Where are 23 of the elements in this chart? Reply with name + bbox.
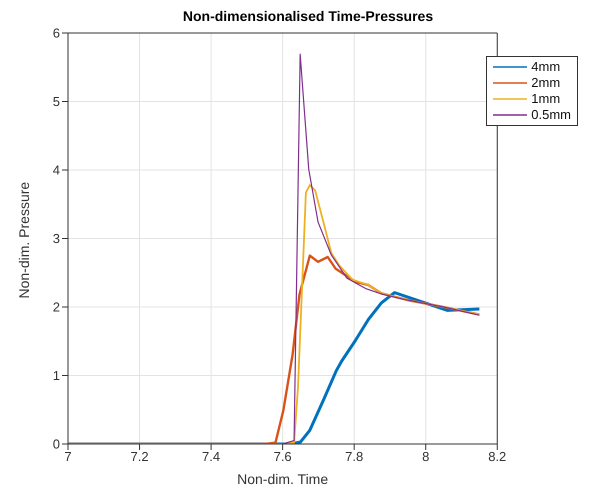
x-axis-title: Non-dim. Time	[237, 471, 328, 487]
x-tick-label: 7.6	[274, 449, 292, 464]
x-tick-label: 7.2	[130, 449, 149, 464]
y-tick-label: 5	[52, 94, 60, 110]
y-axis-title: Non-dim. Pressure	[16, 182, 32, 298]
x-tick-label: 7.4	[202, 449, 220, 464]
y-tick-label: 4	[52, 162, 60, 178]
x-tick-label: 7	[64, 449, 72, 464]
x-tick-label: 7.8	[345, 449, 364, 464]
line-series	[68, 291, 481, 444]
y-tick-label: 1	[52, 368, 60, 384]
legend-label: 1mm	[531, 91, 560, 107]
legend-label: 4mm	[531, 59, 560, 75]
chart-title: Non-dimensionalised Time-Pressures	[182, 8, 434, 26]
y-tick-label: 0	[52, 436, 60, 452]
legend-label: 2mm	[531, 75, 560, 91]
line-series	[68, 184, 480, 444]
legend-label: 0.5mm	[531, 107, 571, 123]
y-tick-label: 6	[52, 26, 60, 41]
x-tick-label: 8	[422, 449, 430, 464]
x-tick-label: 8.2	[488, 449, 506, 464]
y-tick-label: 2	[52, 300, 60, 315]
y-tick-label: 3	[52, 231, 60, 246]
